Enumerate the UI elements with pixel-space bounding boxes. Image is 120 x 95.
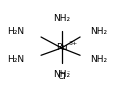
Text: H₂N: H₂N bbox=[7, 27, 24, 36]
Text: 3+: 3+ bbox=[69, 41, 78, 46]
Text: ⁻: ⁻ bbox=[67, 72, 70, 77]
Text: H₂N: H₂N bbox=[7, 55, 24, 64]
Text: NH₂: NH₂ bbox=[90, 27, 107, 36]
Text: Ru: Ru bbox=[56, 44, 67, 52]
Text: NH₂: NH₂ bbox=[90, 55, 107, 64]
Text: NH₂: NH₂ bbox=[53, 14, 70, 23]
Text: Cl: Cl bbox=[57, 72, 66, 81]
Text: NH₂: NH₂ bbox=[53, 70, 70, 79]
